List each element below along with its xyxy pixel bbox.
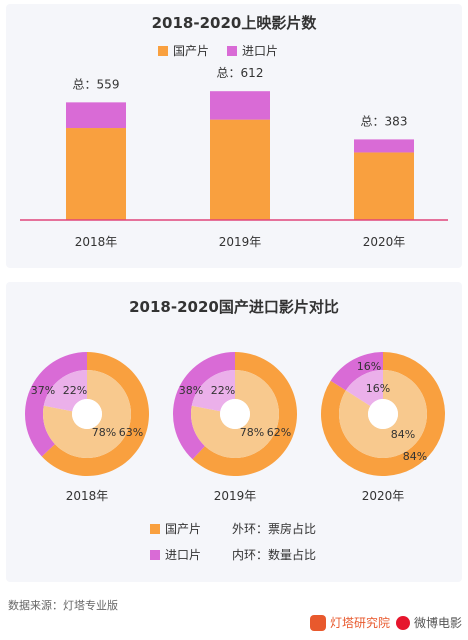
donut-legend-domestic: 国产片 [150, 520, 201, 537]
donut-outer-domestic-1 [41, 352, 150, 476]
donut-outer-imported-label-2: 38% [179, 384, 203, 397]
legend-swatch-domestic [150, 523, 160, 534]
legend-label-imported: 进口片 [165, 548, 202, 562]
donut-hole-3 [368, 399, 398, 429]
donut-inner-domestic-label-3: 84% [391, 428, 415, 441]
legend-label-domestic: 国产片 [165, 522, 202, 536]
legend-swatch-imported [150, 549, 160, 560]
bar-domestic-1 [66, 128, 126, 220]
donut-inner-imported-2 [191, 370, 235, 412]
donut-inner-domestic-label-2: 78% [240, 426, 264, 439]
donut-category-label-1: 2018年 [66, 489, 109, 503]
donut-legend-imported: 进口片 [150, 546, 201, 563]
bar-chart-plot: 总：559 2018年 总：612 2019年 总：383 2020年 [20, 66, 448, 249]
donut-inner-domestic-label-1: 78% [92, 426, 116, 439]
bar-domestic-3 [354, 152, 414, 220]
donut-inner-imported-label-1: 22% [63, 384, 87, 397]
donut-outer-domestic-2 [192, 352, 297, 476]
bar-domestic-2 [210, 119, 270, 220]
donut-hole-2 [220, 399, 250, 429]
bar-total-label-2: 总：612 [217, 66, 264, 80]
dengta-logo-icon [310, 614, 326, 631]
bar-chart-panel: 2018-2020上映影片数 国产片 进口片 总：559 2018年 总：612 20… [6, 4, 462, 268]
legend-swatch-imported [227, 45, 238, 56]
bar-category-label-2: 2019年 [219, 235, 262, 249]
weibo-logo-icon [396, 615, 410, 630]
donut-inner-imported-label-3: 16% [366, 382, 390, 395]
donut-outer-domestic-label-1: 63% [119, 426, 143, 439]
donut-outer-imported-label-1: 37% [31, 384, 55, 397]
bar-category-label-3: 2020年 [363, 235, 406, 249]
bar-imported-2 [210, 91, 270, 120]
weibo-movie-logo: 微博电影 [396, 614, 462, 631]
donut-chart-title: 2018-2020国产进口影片对比 [129, 298, 339, 316]
donut-inner-domestic-2 [190, 370, 279, 458]
bar-legend: 国产片 进口片 [158, 42, 278, 59]
bar-imported-1 [66, 102, 126, 129]
donut-outer-imported-label-3: 16% [357, 360, 381, 373]
donut-inner-domestic-1 [42, 370, 131, 458]
donut-inner-imported-3 [345, 370, 383, 406]
bar-total-label-3: 总：383 [361, 114, 408, 128]
donut-hole-1 [72, 399, 102, 429]
donut-outer-domestic-label-2: 62% [267, 426, 291, 439]
donut-outer-imported-2 [172, 352, 235, 460]
donut-inner-imported-1 [43, 370, 87, 412]
donut-category-label-2: 2019年 [214, 489, 257, 503]
data-source-note: 数据来源：灯塔专业版 [8, 599, 118, 612]
donut-outer-imported-3 [330, 352, 383, 391]
legend-inner-note: 内环：数量占比 [232, 548, 317, 562]
bar-imported-3 [354, 139, 414, 153]
bar-category-label-1: 2018年 [75, 235, 118, 249]
donut-outer-imported-1 [25, 352, 87, 457]
bar-chart-title: 2018-2020上映影片数 [151, 14, 317, 32]
legend-swatch-domestic [158, 45, 168, 56]
legend-label-domestic: 国产片 [173, 44, 210, 58]
dengta-logo: 灯塔研究院 [310, 614, 390, 631]
legend-outer-note: 外环：票房占比 [232, 522, 317, 536]
donut-inner-domestic-3 [339, 370, 428, 458]
donut-chart-panel: 2018-2020国产进口影片对比 37% 22% 78% 63% 2018年 38% 22… [6, 282, 462, 582]
donut-outer-domestic-label-3: 84% [403, 450, 427, 463]
donut-inner-imported-label-2: 22% [211, 384, 235, 397]
legend-label-imported: 进口片 [242, 44, 279, 58]
bar-total-label-1: 总：559 [73, 77, 120, 91]
donut-category-label-3: 2020年 [362, 489, 405, 503]
